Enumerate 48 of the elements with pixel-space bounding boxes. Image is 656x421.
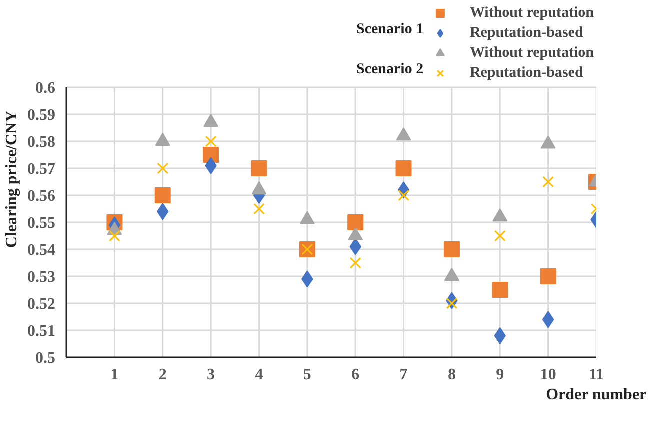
point (254, 203, 265, 215)
x-tick-label: 2 (158, 366, 167, 384)
y-tick-label: 0.54 (28, 242, 56, 259)
point (542, 176, 554, 188)
x-tick-label: 10 (540, 366, 556, 384)
x-tick-label: 3 (207, 366, 216, 384)
y-tick-label: 0.52 (28, 296, 56, 313)
point (157, 162, 169, 174)
y-tick-label: 0.5 (36, 350, 56, 367)
text: Scenario 1 (356, 22, 424, 38)
y-tick-label: 0.6 (36, 80, 56, 97)
legend-label: Without reputation (470, 4, 594, 22)
x-tick-label: 6 (352, 366, 360, 384)
text: Scenario 2 (356, 62, 424, 78)
y-tick-label: 0.57 (28, 161, 56, 178)
y-tick-label: 0.51 (28, 323, 56, 340)
y-tick-label: 0.58 (28, 134, 56, 151)
point (540, 268, 556, 284)
point (444, 242, 460, 258)
point (494, 230, 506, 242)
x-tick-label: 9 (496, 366, 504, 384)
y-tick-label: 0.55 (28, 215, 56, 232)
point (154, 188, 171, 204)
point (350, 257, 362, 269)
point (396, 160, 412, 176)
x-tick-label: 8 (448, 366, 456, 384)
point (492, 282, 508, 298)
y-tick-label: 0.56 (28, 188, 56, 205)
point (398, 190, 410, 202)
y-tick-label: 0.53 (28, 269, 56, 286)
point (108, 230, 120, 242)
x-tick-label: 11 (588, 366, 604, 384)
point (203, 147, 220, 163)
legend-label: Without reputation (470, 44, 594, 62)
x-tick-label: 4 (255, 366, 264, 384)
point (348, 214, 364, 230)
x-tick-label: 1 (110, 366, 119, 384)
point (446, 298, 458, 310)
x-tick-label: 7 (400, 366, 408, 384)
legend-label: Reputation-based (470, 24, 584, 42)
point (251, 160, 268, 176)
point (542, 311, 554, 328)
y-tick-label: 0.59 (28, 107, 56, 124)
point (205, 136, 217, 148)
x-tick-label: 5 (303, 366, 312, 384)
x-axis-title: Order number (546, 386, 647, 404)
y-axis-title: Clearing price/CNY (4, 110, 20, 248)
legend-label: Reputation-based (470, 64, 584, 82)
